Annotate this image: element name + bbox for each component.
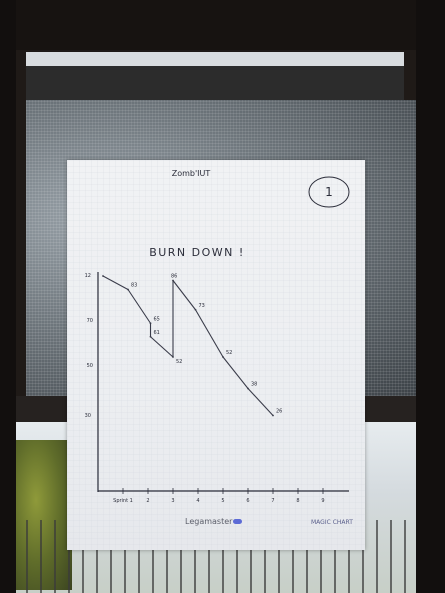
series-segment [222,356,249,389]
window-header-beam [0,0,445,50]
y-tick-label: 12 [85,273,91,279]
data-label: 65 [154,316,160,322]
y-tick-labels: 12 70 50 30 [85,273,93,419]
x-tick-label: 2 [146,498,149,504]
x-tick-label: 6 [246,498,249,504]
burndown-chart: Zomb'IUT 1 BURN DOWN ! 12 70 50 30 Sprin… [67,160,365,550]
data-point [172,279,174,282]
window-blind-top [26,66,404,100]
data-point [222,356,224,358]
data-point [102,275,104,277]
window-post-left [0,0,16,593]
point-labels: 83 65 61 52 86 73 52 38 26 [131,274,282,415]
data-label: 83 [131,283,137,289]
y-tick-label: 30 [85,413,91,419]
legamaster-logo: Legamaster [185,517,243,526]
y-tick-label: 70 [87,318,93,324]
corner-mark: 1 [325,185,333,199]
flipchart-sheet: Zomb'IUT 1 BURN DOWN ! 12 70 50 30 Sprin… [67,160,365,550]
series-segment [195,309,224,358]
x-tick-labels: Sprint 1 2 3 4 5 6 7 8 9 [113,488,325,504]
x-tick-label: 7 [271,498,274,504]
series-segment [247,388,274,416]
magic-chart-logo: MAGIC CHART [311,519,353,526]
data-label: 86 [171,274,177,280]
corner-badge: 1 [308,176,350,208]
data-point [194,308,197,311]
data-label: 52 [226,350,232,356]
burndown-series [102,275,274,417]
data-point [272,414,274,417]
y-tick-label: 50 [87,363,93,369]
data-label: 26 [276,409,282,415]
series-segment [172,280,196,311]
grid-paper [67,160,365,550]
data-label: 38 [251,382,257,388]
data-point [247,387,249,390]
chart-heading: BURN DOWN ! [149,246,245,259]
data-point [172,356,174,358]
legamaster-logo-text: Legamaster [185,517,233,526]
x-tick-label: 5 [221,498,224,504]
x-tick-label: 9 [321,498,324,504]
window-rail [26,52,404,66]
series-segment [127,289,151,324]
data-label: 73 [199,303,205,309]
x-tick-label: 4 [196,498,199,504]
data-point [149,335,152,338]
window-post-right [416,0,445,593]
logo-dot-icon [233,519,243,524]
series-segment [150,336,174,358]
x-tick-label: 8 [296,498,299,504]
data-label: 61 [154,330,160,336]
x-tick-label: Sprint 1 [113,498,133,504]
data-point [127,288,129,291]
data-point [149,322,152,325]
data-label: 52 [176,359,182,365]
board-title: Zomb'IUT [172,169,211,178]
series-segment [102,275,129,290]
x-tick-label: 3 [171,498,174,504]
